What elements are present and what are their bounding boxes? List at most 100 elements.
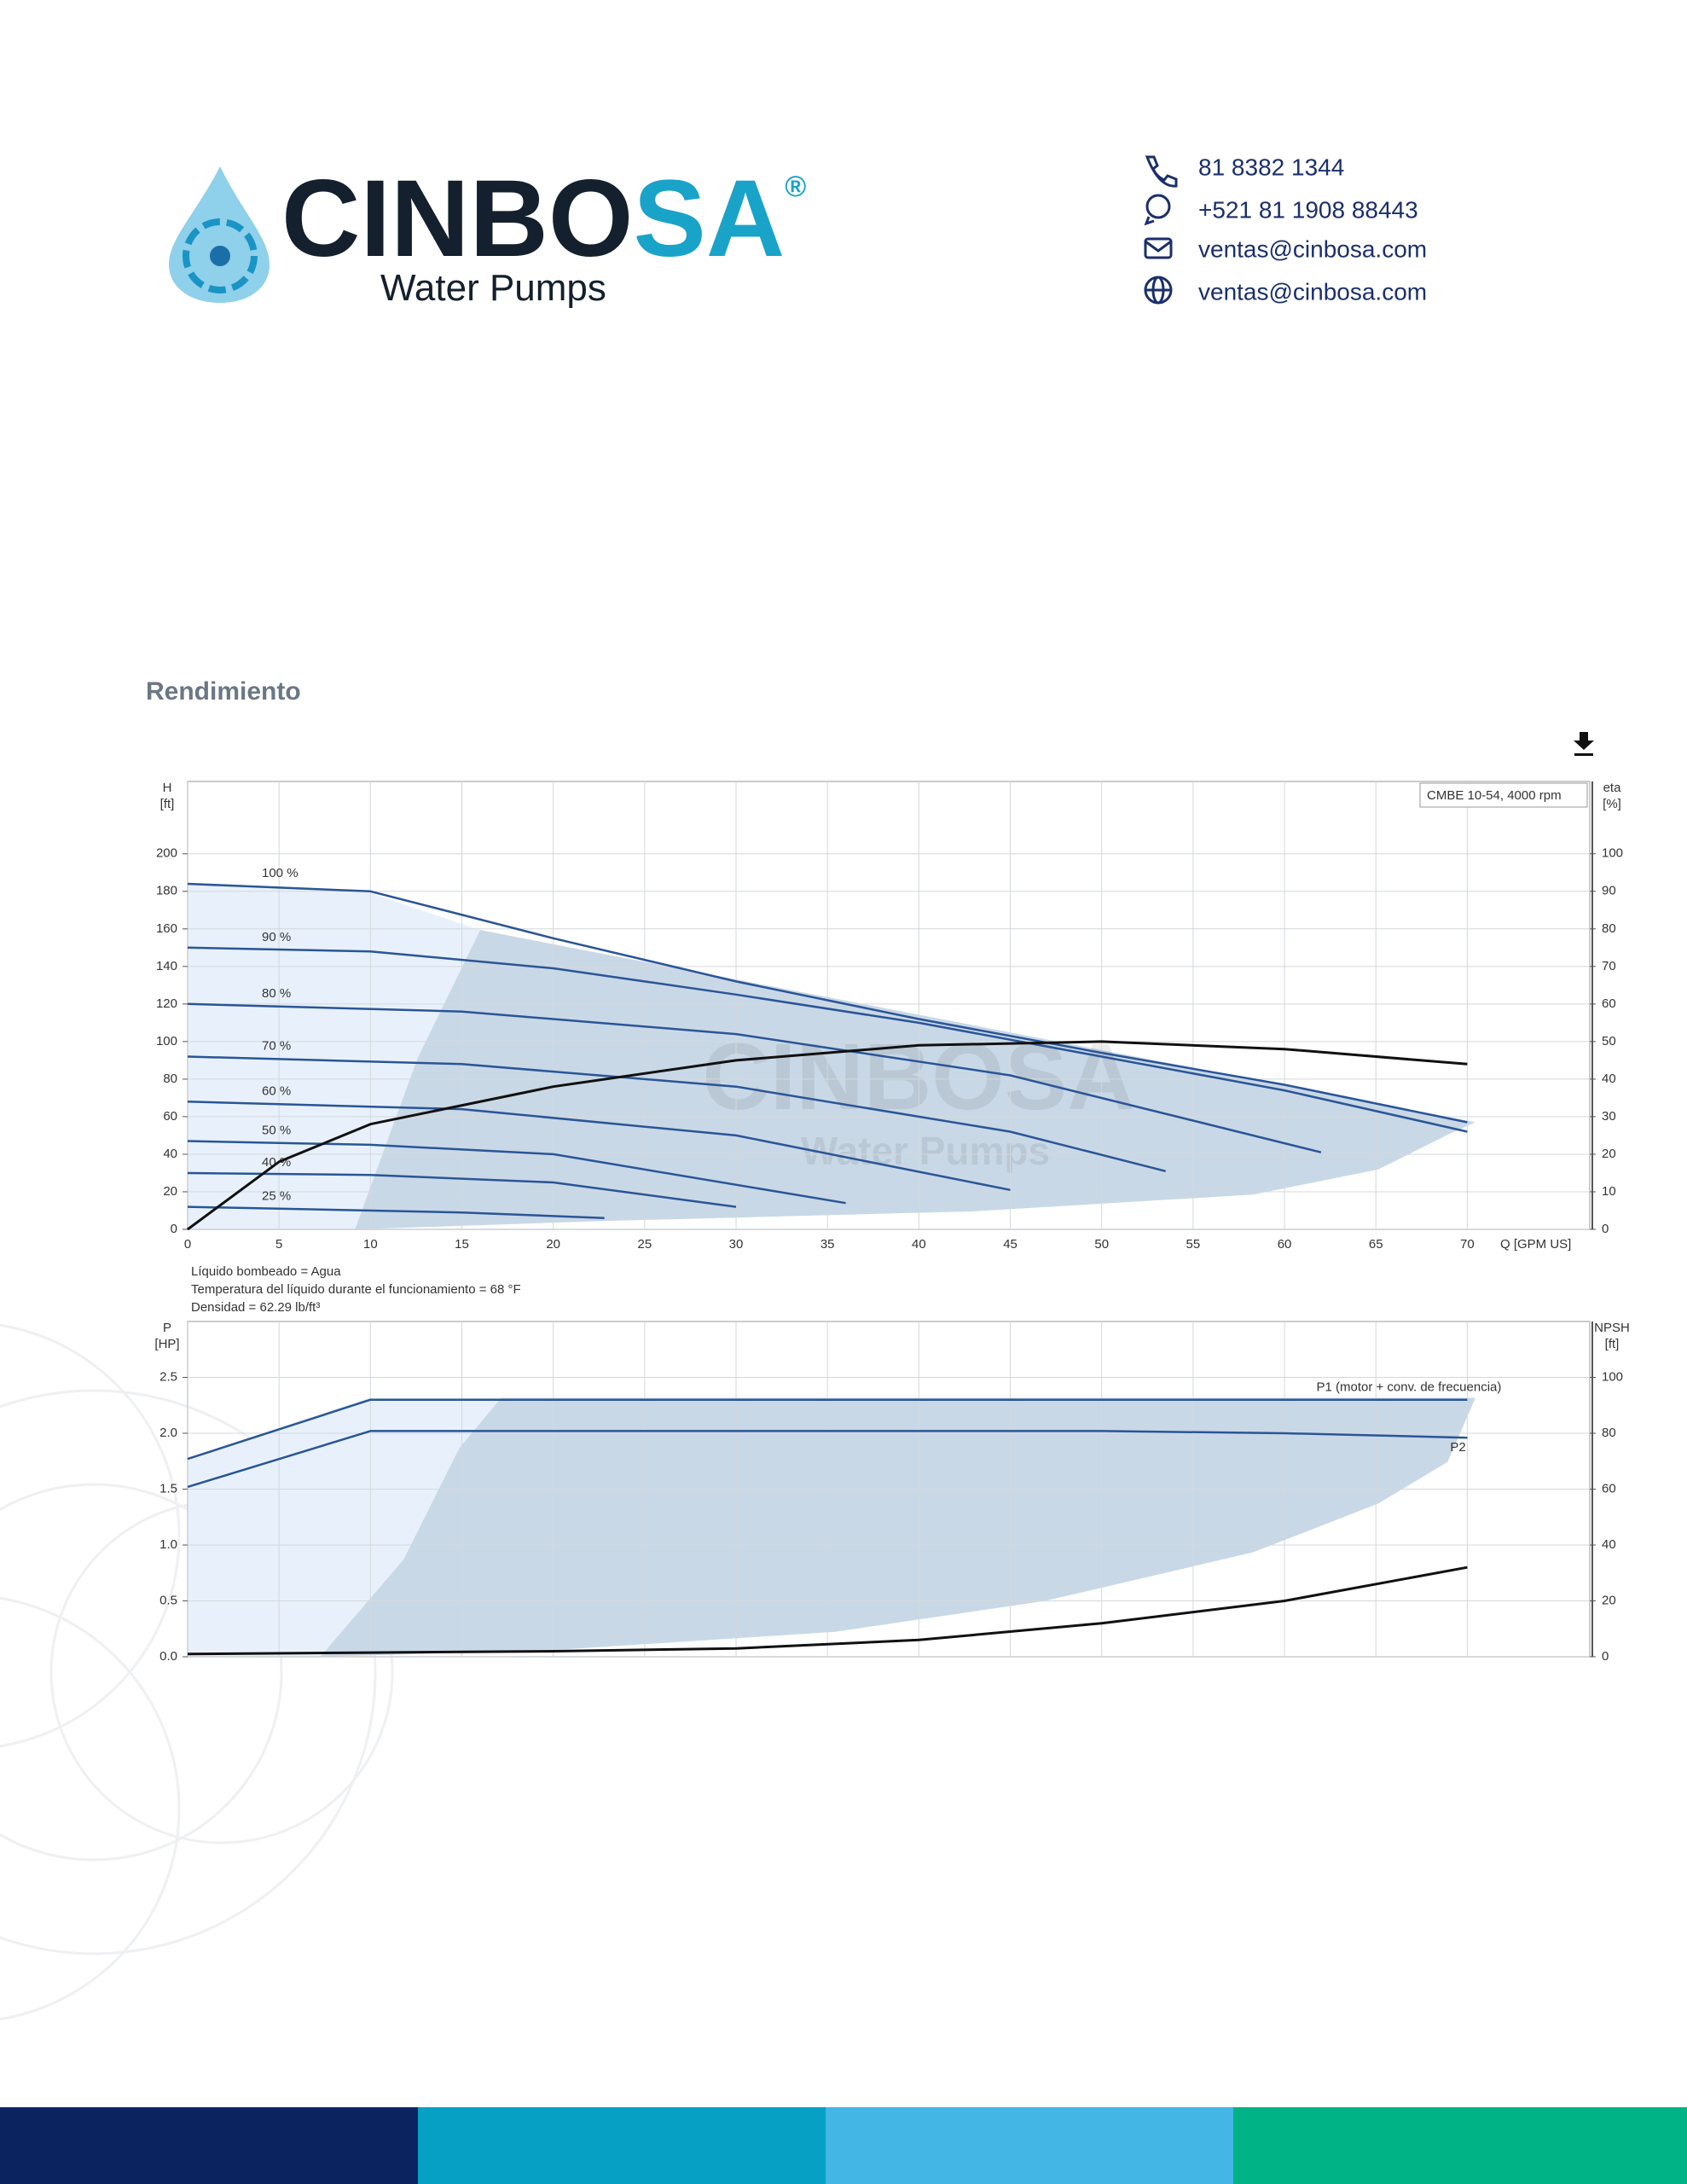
y2-tick-label: 20 (1602, 1593, 1616, 1607)
curve (187, 946, 1468, 1133)
y-tick-label: 40 (163, 1147, 177, 1161)
x-tick-label: 50 (1094, 1237, 1109, 1252)
y2-tick-label: 90 (1602, 884, 1616, 898)
curve (187, 1398, 1468, 1461)
y-tick-label: 20 (163, 1184, 177, 1199)
y-tick-label: 160 (156, 921, 177, 936)
series-label: 70 % (262, 1038, 291, 1053)
x-tick-label: 35 (820, 1237, 835, 1252)
y-tick-label: 80 (163, 1072, 177, 1086)
note: Densidad = 62.29 lb/ft³ (191, 1300, 320, 1315)
y2-tick-label: 0 (1602, 1222, 1609, 1236)
y-tick-label: 0.5 (159, 1593, 177, 1607)
y2-tick-label: 60 (1602, 1481, 1616, 1496)
y-tick-label: 100 (156, 1034, 177, 1048)
series-label: 50 % (262, 1124, 291, 1138)
series-label: P2 (1450, 1440, 1465, 1455)
y-tick-label: 140 (156, 959, 177, 973)
y-axis-label: H (163, 781, 172, 795)
curve (187, 1171, 737, 1208)
y-axis-label: P (163, 1321, 171, 1335)
y-tick-label: 200 (156, 846, 177, 861)
download-icon[interactable] (1574, 732, 1594, 756)
y-tick-label: 0 (171, 1222, 177, 1236)
y2-tick-label: 10 (1602, 1184, 1616, 1199)
registered: ® (785, 171, 806, 203)
note: Líquido bombeado = Agua (191, 1264, 341, 1279)
x-tick-label: 10 (363, 1237, 378, 1252)
series-label: 80 % (262, 986, 291, 1001)
y2-tick-label: 0 (1602, 1649, 1609, 1664)
curve (187, 882, 1468, 1124)
background-flower (0, 1323, 394, 2021)
logo-drop (169, 166, 270, 303)
contact-whatsapp: +521 81 1908 88443 (1198, 196, 1418, 223)
contact-phone: 81 8382 1344 (1198, 154, 1344, 180)
series-label: 60 % (262, 1083, 291, 1098)
x-tick-label: 25 (638, 1237, 652, 1252)
x-tick-label: 20 (546, 1237, 560, 1252)
y2-tick-label: 40 (1602, 1537, 1616, 1552)
y-axis-unit: [ft] (160, 797, 175, 811)
x-tick-label: 15 (455, 1237, 469, 1252)
x-tick-label: 65 (1369, 1237, 1383, 1252)
footer-band (0, 2107, 418, 2184)
y2-axis-unit: [%] (1603, 797, 1621, 811)
curve-secondary (187, 1565, 1468, 1656)
annotation-box (1419, 782, 1588, 808)
y2-tick-label: 80 (1602, 921, 1616, 936)
y2-axis-unit: [ft] (1605, 1337, 1620, 1351)
y-axis-unit: [HP] (154, 1337, 179, 1351)
x-tick-label: 55 (1186, 1237, 1201, 1252)
x-tick-label: 30 (729, 1237, 744, 1252)
y2-tick-label: 30 (1602, 1109, 1616, 1124)
footer-band (1233, 2107, 1687, 2184)
y2-axis-label: eta (1603, 781, 1622, 795)
x-tick-label: 5 (275, 1237, 282, 1252)
x-tick-label: 70 (1460, 1237, 1475, 1252)
curve (187, 1055, 1167, 1173)
curve (187, 1205, 605, 1220)
y2-tick-label: 100 (1602, 846, 1623, 861)
x-tick-label: 45 (1003, 1237, 1017, 1252)
y2-tick-label: 50 (1602, 1034, 1616, 1048)
curve (187, 1002, 1322, 1153)
watermark: Water Pumps (801, 1129, 1050, 1173)
y-tick-label: 60 (163, 1109, 177, 1124)
brand: CINBOSA® (281, 158, 806, 280)
curve (187, 1101, 1011, 1192)
curve (187, 1430, 1468, 1489)
brand-part: CINBO (281, 158, 633, 280)
y-tick-label: 180 (156, 884, 177, 898)
x-tick-label: 0 (184, 1237, 191, 1252)
x-axis-label: Q [GPM US] (1500, 1237, 1571, 1252)
y2-tick-label: 20 (1602, 1147, 1616, 1161)
curve (187, 1140, 846, 1205)
series-label: P1 (motor + conv. de frecuencia) (1316, 1380, 1501, 1395)
contact-email: ventas@cinbosa.com (1198, 235, 1427, 262)
x-tick-label: 60 (1278, 1237, 1292, 1252)
y2-tick-label: 40 (1602, 1072, 1616, 1086)
y-tick-label: 1.5 (159, 1481, 177, 1496)
series-label: 100 % (262, 866, 299, 880)
brand-part: SA (633, 158, 785, 280)
tagline: Water Pumps (380, 267, 606, 309)
x-tick-label: 40 (912, 1237, 926, 1252)
footer-band (418, 2107, 826, 2184)
series-label: 90 % (262, 930, 291, 944)
curve-secondary (187, 1040, 1468, 1231)
y2-tick-label: 70 (1602, 959, 1616, 973)
y-tick-label: 2.5 (159, 1369, 177, 1384)
annotation: CMBE 10-54, 4000 rpm (1427, 788, 1562, 803)
note: Temperatura del líquido durante el funci… (191, 1282, 521, 1297)
section-title: Rendimiento (146, 677, 301, 706)
contact-web: ventas@cinbosa.com (1198, 278, 1427, 305)
region-operating (320, 1397, 1475, 1658)
y2-tick-label: 100 (1602, 1369, 1623, 1384)
series-label: 25 % (262, 1189, 291, 1204)
y-tick-label: 2.0 (159, 1426, 177, 1440)
contact-icons (1144, 155, 1178, 305)
y2-tick-label: 80 (1602, 1426, 1616, 1440)
